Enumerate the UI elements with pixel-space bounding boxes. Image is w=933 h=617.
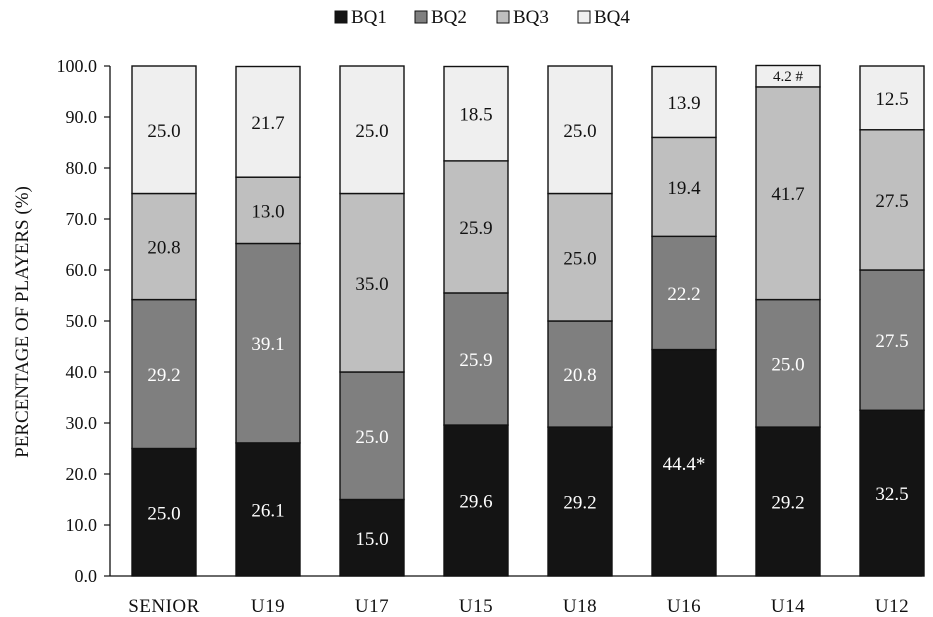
bar-column-u17: 15.0 25.0 35.0 25.0 [339, 65, 405, 577]
x-tick-label: U18 [563, 596, 597, 617]
y-tick-label: 20.0 [66, 464, 98, 484]
bar-column-u18: 29.2 20.8 25.0 25.0 [547, 65, 613, 577]
legend-label-bq2: BQ2 [431, 7, 467, 28]
y-tick-label: 30.0 [66, 413, 98, 433]
bar-column-u19: 26.1 39.1 13.0 21.7 [235, 65, 301, 577]
bar-segment-bq2 [547, 320, 613, 428]
bar-column-senior: 25.0 29.2 20.8 25.0 [131, 65, 197, 577]
data-label: 29.6 [459, 492, 492, 513]
data-label: 25.0 [147, 121, 180, 142]
data-label: 12.5 [875, 89, 908, 110]
y-axis-title: PERCENTAGE OF PLAYERS (%) [12, 186, 33, 458]
data-label: 32.5 [875, 484, 908, 505]
data-label: 35.0 [355, 274, 388, 295]
legend-swatch-bq1 [334, 10, 348, 24]
data-label: 39.1 [251, 334, 284, 355]
bar-segment-bq2 [859, 269, 925, 411]
data-label: 22.2 [667, 284, 700, 305]
data-label: 29.2 [147, 365, 180, 386]
y-tick-label: 70.0 [66, 209, 98, 229]
data-label: 27.5 [875, 331, 908, 352]
legend-swatch-bq2 [414, 10, 428, 24]
data-label: 25.9 [459, 350, 492, 371]
data-label: 41.7 [771, 184, 804, 205]
data-label: 25.0 [563, 248, 596, 269]
x-tick-label: U17 [355, 596, 389, 617]
data-label: 13.9 [667, 93, 700, 114]
bar-segment-bq4 [651, 65, 717, 139]
bar-segment-bq3 [131, 192, 197, 301]
data-label: 25.0 [563, 121, 596, 142]
bar-segment-bq1 [651, 348, 717, 577]
bar-segment-bq4 [859, 65, 925, 131]
y-tick-label: 60.0 [66, 260, 98, 280]
bar-segment-bq4 [755, 64, 821, 88]
bar-segment-bq1 [859, 409, 925, 577]
bar-segment-bq2 [651, 235, 717, 351]
data-label: 25.0 [355, 121, 388, 142]
data-label: 26.1 [251, 500, 284, 521]
data-label: 25.0 [355, 427, 388, 448]
bar-segment-bq2 [339, 371, 405, 501]
data-label: 20.8 [147, 238, 180, 259]
data-label: 25.9 [459, 218, 492, 239]
legend-label-bq4: BQ4 [594, 7, 630, 28]
data-label: 4.2 # [773, 69, 804, 85]
bar-segment-bq1 [235, 442, 301, 577]
legend-label-bq3: BQ3 [513, 7, 549, 28]
legend-swatch-bq3 [496, 10, 510, 24]
data-label: 13.0 [251, 201, 284, 222]
data-label: 21.7 [251, 113, 284, 134]
x-tick-label: U15 [459, 596, 493, 617]
bar-column-u14: 29.2 25.0 41.7 4.2 # [755, 64, 821, 577]
bar-segment-bq3 [443, 160, 509, 294]
bar-column-u12: 32.5 27.5 27.5 12.5 [859, 65, 925, 577]
data-label: 25.0 [147, 503, 180, 524]
y-tick-label: 80.0 [66, 158, 98, 178]
data-label: 25.0 [771, 354, 804, 375]
data-label: 19.4 [667, 178, 701, 199]
y-axis-ticks: 0.0 10.0 20.0 30.0 40.0 50.0 60.0 70.0 80.0 90.0 1… [57, 56, 110, 586]
bar-segment-bq4 [131, 65, 197, 195]
bar-column-u16: 44.4* 22.2 19.4 13.9 [651, 65, 717, 577]
bar-segment-bq4 [235, 65, 301, 178]
y-tick-label: 90.0 [66, 107, 98, 127]
x-tick-label: U19 [251, 596, 285, 617]
bar-column-u15: 29.6 25.9 25.9 18.5 [443, 65, 509, 577]
x-tick-label: SENIOR [128, 596, 200, 617]
x-tick-label: U14 [771, 596, 805, 617]
bar-segment-bq4 [443, 65, 509, 162]
y-tick-label: 10.0 [66, 515, 98, 535]
y-tick-label: 50.0 [66, 311, 98, 331]
legend-swatch-bq4 [577, 10, 591, 24]
bar-segment-bq3 [651, 136, 717, 238]
legend: BQ1 BQ2 BQ3 BQ4 [334, 7, 630, 28]
data-label: 15.0 [355, 529, 388, 550]
bar-segment-bq4 [339, 65, 405, 195]
data-label: 29.2 [771, 493, 804, 514]
bar-segment-bq2 [131, 298, 197, 450]
bar-segment-bq4 [547, 65, 613, 195]
y-tick-label: 0.0 [75, 566, 98, 586]
x-tick-label: U12 [875, 596, 909, 617]
bar-segment-bq3 [755, 86, 821, 301]
bars: 25.0 29.2 20.8 25.0 26.1 39.1 13.0 21.7 15.0 25.0… [131, 64, 925, 577]
x-axis-labels: SENIOR U19 U17 U15 U18 U16 U14 U12 [128, 596, 909, 617]
legend-label-bq1: BQ1 [351, 7, 387, 28]
bar-segment-bq1 [131, 447, 197, 577]
bar-segment-bq1 [443, 424, 509, 577]
data-label: 20.8 [563, 365, 596, 386]
x-tick-label: U16 [667, 596, 701, 617]
bar-segment-bq3 [547, 192, 613, 322]
data-label: 44.4* [663, 454, 706, 475]
y-tick-label: 100.0 [57, 56, 98, 76]
y-tick-label: 40.0 [66, 362, 98, 382]
data-label: 27.5 [875, 191, 908, 212]
data-label: 18.5 [459, 105, 492, 126]
data-label: 29.2 [563, 493, 596, 514]
bar-segment-bq3 [339, 192, 405, 373]
